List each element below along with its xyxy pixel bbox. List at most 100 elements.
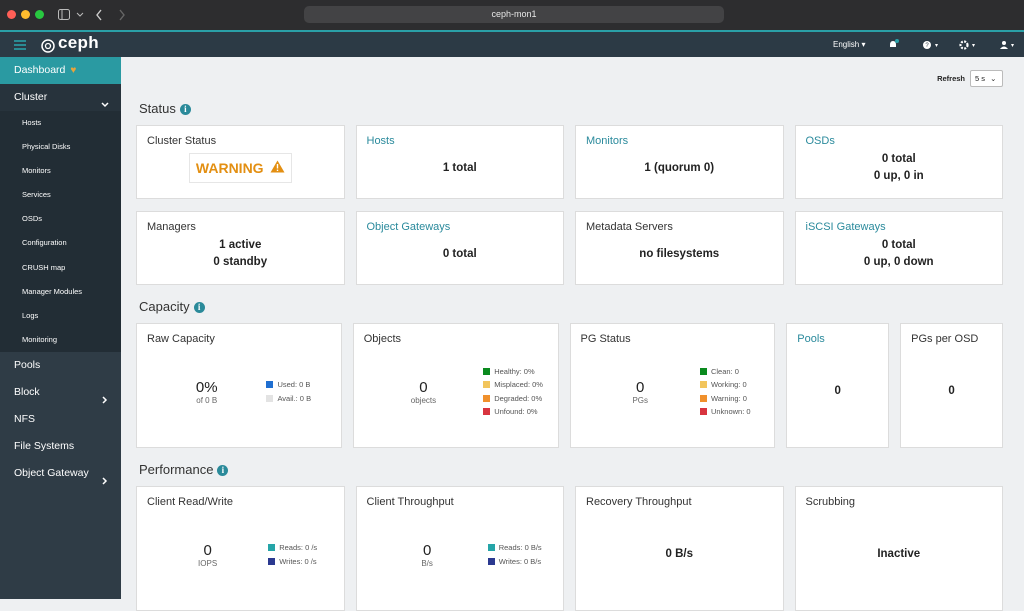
- card: Client Throughput 0 B/s Reads: 0 B/s Writes:…: [355, 486, 564, 611]
- navbar-actions[interactable]: ? ▾ ▾ ▾: [888, 38, 1018, 52]
- card-value: 0 total: [881, 239, 916, 251]
- legend-item: Reads: 0 /s: [268, 541, 317, 555]
- center-value: 0: [636, 378, 645, 396]
- card-body: 0 B/s: [586, 508, 773, 601]
- card-title[interactable]: Hosts: [366, 135, 395, 147]
- card-body: 0: [911, 345, 992, 438]
- legend-item: Unknown: 0: [699, 405, 751, 419]
- card-body: 0 total 0 up, 0 down: [806, 233, 993, 275]
- card-value: 1 (quorum 0): [644, 161, 715, 174]
- submenu-item[interactable]: Monitors: [22, 166, 51, 176]
- card-title[interactable]: OSDs: [805, 135, 835, 147]
- card: Recovery Throughput 0 B/s: [575, 486, 784, 611]
- nav-label: NFS: [14, 412, 35, 425]
- card-title: PGs per OSD: [911, 333, 979, 345]
- submenu-item[interactable]: CRUSH map: [22, 262, 66, 272]
- brand[interactable]: ceph: [58, 33, 99, 52]
- card-body: 0 objects Healthy: 0% Misplaced: 0% Degraded…: [364, 345, 548, 438]
- card-value: 0: [834, 385, 841, 397]
- chevron: [101, 388, 109, 415]
- svg-text:▾: ▾: [935, 43, 938, 49]
- card-value: 1 total: [442, 161, 477, 174]
- nav-item[interactable]: Dashboard ♥: [0, 57, 121, 84]
- refresh-select[interactable]: 5 s ⌄: [970, 69, 1003, 87]
- card-title[interactable]: Monitors: [586, 135, 629, 147]
- card-title[interactable]: Pools: [797, 333, 825, 345]
- close-button[interactable]: [7, 10, 16, 19]
- legend-swatch: [266, 394, 274, 402]
- card-title[interactable]: Object Gateways: [366, 221, 451, 233]
- info-icon[interactable]: i: [217, 464, 229, 476]
- submenu-item[interactable]: Manager Modules: [22, 286, 83, 296]
- card-title[interactable]: iSCSI Gateways: [805, 221, 886, 233]
- card-value: 0 up, 0 down: [863, 256, 934, 268]
- card: Monitors 1 (quorum 0): [575, 125, 784, 199]
- legend: Healthy: 0% Misplaced: 0% Degraded: 0% Unfo…: [483, 365, 543, 419]
- section-title: Status i: [139, 99, 1003, 119]
- address-bar[interactable]: ceph-mon1: [304, 6, 724, 23]
- submenu-item[interactable]: Physical Disks: [22, 142, 71, 152]
- section-title: Capacity i: [139, 297, 1003, 317]
- legend-swatch: [483, 394, 491, 402]
- card-body: 0: [797, 345, 878, 438]
- legend-swatch: [699, 367, 707, 375]
- legend-label: Reads: 0 B/s: [498, 543, 542, 553]
- card-value: 0 total: [881, 153, 916, 165]
- submenu-item[interactable]: Hosts: [22, 118, 42, 127]
- card: Scrubbing Inactive: [794, 486, 1003, 611]
- nav-item[interactable]: File Systems: [0, 433, 121, 460]
- submenu-item[interactable]: OSDs: [22, 214, 43, 224]
- center-caption: of 0 B: [196, 395, 218, 405]
- zoom-button[interactable]: [35, 10, 44, 19]
- card-grid: Raw Capacity 0% of 0 B Used: 0 B Avail.: 0 B…: [136, 323, 1003, 448]
- submenu: Hosts Physical Disks Monitors Services OSDs C…: [0, 111, 121, 352]
- legend-swatch: [487, 544, 495, 552]
- submenu-item[interactable]: Services: [22, 190, 51, 200]
- legend-label: Warning: 0: [710, 393, 747, 403]
- language-menu[interactable]: English ▾: [833, 40, 866, 49]
- nav-item[interactable]: Pools: [0, 352, 121, 379]
- card-title: Cluster Status: [147, 135, 217, 147]
- card-title: Scrubbing: [805, 496, 856, 508]
- submenu-item[interactable]: Monitoring: [22, 334, 58, 344]
- nav-item[interactable]: NFS: [0, 406, 121, 433]
- info-icon[interactable]: i: [193, 301, 205, 313]
- chevron: [101, 93, 109, 120]
- center-caption: IOPS: [198, 558, 218, 568]
- toolbar-icons: [58, 9, 125, 21]
- card: Managers 1 active 0 standby: [136, 211, 345, 285]
- minimize-button[interactable]: [21, 10, 30, 19]
- refresh-value: 5 s: [975, 73, 986, 83]
- chart-center: 0 objects: [364, 379, 483, 405]
- info-icon[interactable]: i: [179, 103, 191, 115]
- center-value: 0: [422, 541, 432, 559]
- card-value: 0 total: [442, 247, 477, 260]
- legend-label: Used: 0 B: [277, 380, 311, 390]
- legend: Reads: 0 /s Writes: 0 /s: [268, 541, 317, 568]
- card: Objects 0 objects Healthy: 0% Misplaced: 0% D…: [352, 323, 559, 448]
- center-value: 0%: [195, 378, 218, 396]
- card-title: Raw Capacity: [147, 333, 215, 345]
- legend-item: Clean: 0: [699, 365, 751, 379]
- submenu-item[interactable]: Logs: [22, 310, 39, 320]
- nav-item[interactable]: Object Gateway: [0, 460, 121, 487]
- legend-label: Degraded: 0%: [494, 393, 543, 403]
- legend-label: Unknown: 0: [710, 407, 751, 417]
- legend-label: Misplaced: 0%: [494, 380, 543, 390]
- chart-center: 0% of 0 B: [147, 379, 266, 405]
- card-body: 1 (quorum 0): [586, 147, 773, 189]
- submenu-item[interactable]: Configuration: [22, 238, 67, 248]
- card-body: 1 total: [367, 147, 554, 189]
- card-title: Client Throughput: [366, 496, 454, 508]
- nav-item[interactable]: Block: [0, 379, 121, 406]
- legend-item: Reads: 0 B/s: [487, 541, 542, 555]
- legend-item: Degraded: 0%: [483, 392, 543, 406]
- nav-item[interactable]: Cluster: [0, 84, 121, 111]
- legend-swatch: [699, 381, 707, 389]
- nav-label: Object Gateway: [14, 466, 89, 479]
- chart-center: 0 PGs: [581, 379, 700, 405]
- navbar: ceph English ▾ ? ▾ ▾ ▾: [0, 30, 1024, 57]
- legend-swatch: [699, 408, 707, 416]
- legend-item: Avail.: 0 B: [266, 392, 311, 406]
